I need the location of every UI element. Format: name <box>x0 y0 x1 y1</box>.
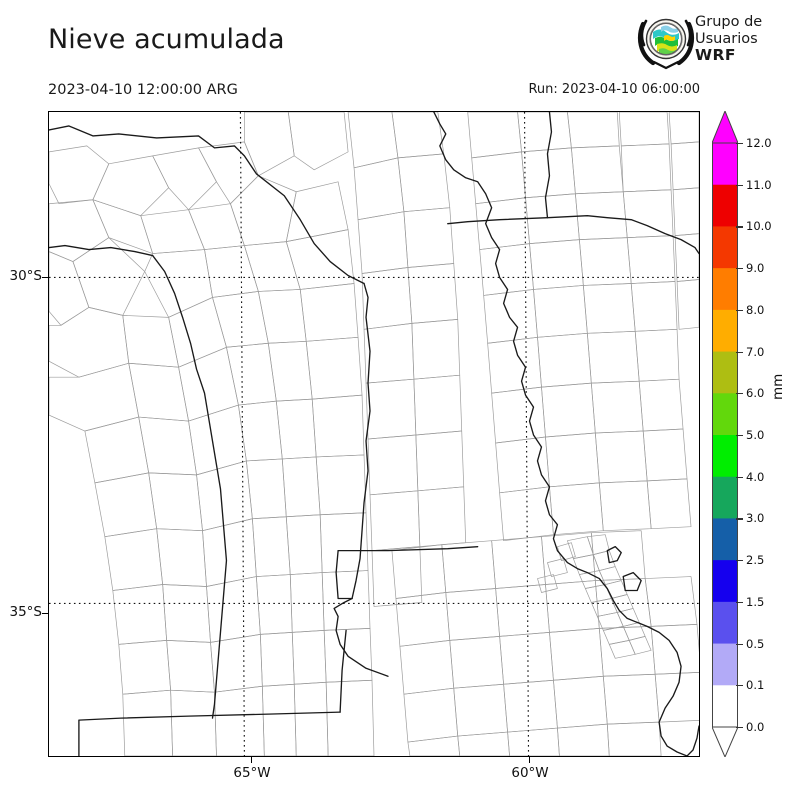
logo-line-2: Usuarios <box>695 30 758 47</box>
colorbar-tick-label: 10.0 <box>746 219 772 234</box>
colorbar-tick-label: 0.1 <box>746 678 765 693</box>
logo-line-3: WRF <box>695 46 736 64</box>
graticule-lines <box>49 112 699 756</box>
map-panel[interactable] <box>48 111 700 757</box>
colorbar-tick-label: 9.0 <box>746 261 765 276</box>
colorbar-tick-label: 6.0 <box>746 386 765 401</box>
department-boundaries <box>49 112 699 756</box>
valid-time-label: 2023-04-10 12:00:00 ARG <box>48 82 238 98</box>
lon-tick-65w <box>251 757 253 763</box>
colorbar-tick-mark <box>736 226 743 228</box>
colorbar-tick-label: 1.5 <box>746 594 765 609</box>
lon-label-60w: 60°W <box>511 765 549 781</box>
colorbar-tick-label: 8.0 <box>746 302 765 317</box>
logo-line-1: Grupo de <box>695 14 763 30</box>
page-title: Nieve acumulada <box>48 24 285 55</box>
colorbar-tick-label: 7.0 <box>746 344 765 359</box>
colorbar-tick-mark <box>736 184 743 186</box>
colorbar-tick-label: 11.0 <box>746 177 772 192</box>
colorbar-tick-label: 0.5 <box>746 636 765 651</box>
colorbar-tick-mark <box>736 393 743 395</box>
lat-label-35s: 35°S <box>9 604 43 620</box>
colorbar-tick-label: 4.0 <box>746 469 765 484</box>
wrf-user-group-logo: Grupo de Usuarios WRF <box>637 10 797 76</box>
lat-label-30s: 30°S <box>9 268 43 284</box>
map-geography <box>49 112 699 756</box>
run-time-label: Run: 2023-04-10 06:00:00 <box>528 82 700 97</box>
colorbar-tick-mark <box>736 435 743 437</box>
wrf-globe-seal-icon <box>637 18 695 70</box>
colorbar-tick-mark <box>736 685 743 687</box>
lat-tick-30s <box>42 277 48 279</box>
colorbar-tick-mark <box>736 143 743 145</box>
colorbar-swatches <box>712 111 738 757</box>
lat-tick-35s <box>42 613 48 615</box>
colorbar-tick-label: 0.0 <box>746 720 765 734</box>
colorbar-tick-mark <box>736 268 743 270</box>
colorbar-tick-mark <box>736 476 743 478</box>
colorbar-tick-mark <box>736 643 743 645</box>
colorbar-tick-mark <box>736 727 743 729</box>
lon-label-65w: 65°W <box>233 765 271 781</box>
colorbar-tick-label: 2.5 <box>746 553 765 568</box>
colorbar-unit-label: mm <box>770 373 786 400</box>
colorbar-tick-mark <box>736 560 743 562</box>
colorbar-tick-mark <box>736 351 743 353</box>
logo-text: Grupo de Usuarios WRF <box>695 14 762 64</box>
colorbar-tick-label: 5.0 <box>746 428 765 442</box>
colorbar-tick-mark <box>736 309 743 312</box>
lon-tick-60w <box>529 757 531 763</box>
province-borders <box>49 112 699 756</box>
colorbar-tick-label: 3.0 <box>746 511 765 526</box>
colorbar-tick-mark <box>736 601 743 604</box>
colorbar-tick-label: 12.0 <box>746 136 772 150</box>
colorbar-tick-mark <box>736 518 743 520</box>
colorbar[interactable] <box>712 111 738 757</box>
